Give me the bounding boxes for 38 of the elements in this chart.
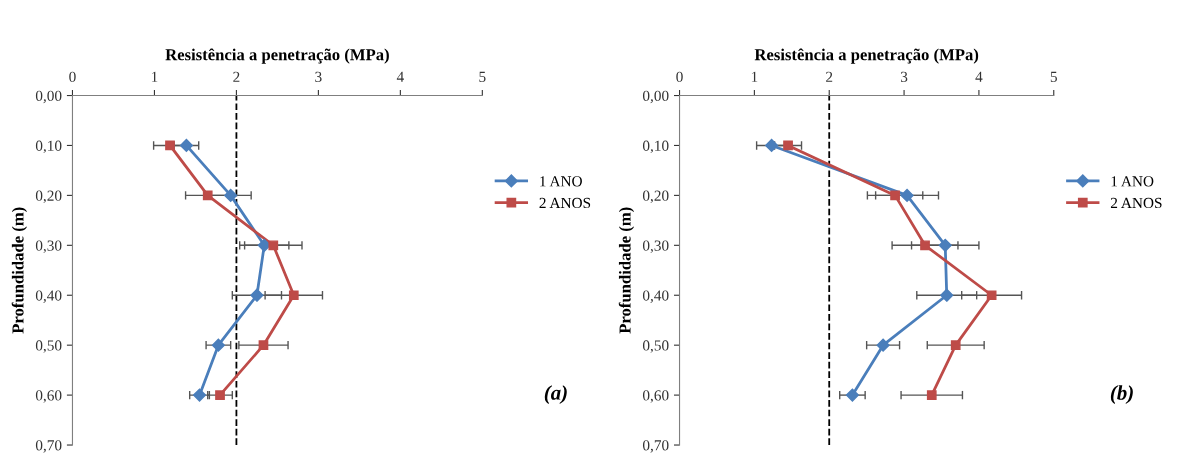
x-tick-label: 1 xyxy=(151,71,158,82)
x-tick-label: 4 xyxy=(975,71,983,82)
y-axis-title: Profundidade (m) xyxy=(11,207,27,334)
y-tick-label: 0,20 xyxy=(35,190,62,204)
x-tick-label: 0 xyxy=(676,71,683,83)
y-tick-label: 0,30 xyxy=(35,240,62,253)
x-tick-label: 3 xyxy=(900,71,908,83)
text: (a) xyxy=(544,385,567,405)
y-tick-label: 0,30 xyxy=(642,240,669,253)
x-tick-label: 2 xyxy=(826,71,833,82)
legend-label: 1 ANO xyxy=(1111,176,1154,187)
y-tick-label: 0,60 xyxy=(642,390,669,403)
y-tick-label: 0,20 xyxy=(642,190,669,204)
legend-label: 2 ANOS xyxy=(539,197,591,209)
x-tick-label: 1 xyxy=(751,71,758,82)
y-tick-label: 0,00 xyxy=(642,90,669,104)
y-tick-label: 0,00 xyxy=(35,90,62,104)
y-tick-label: 0,50 xyxy=(35,340,62,353)
legend-label: 2 ANOS xyxy=(1110,197,1162,209)
y-tick-label: 0,60 xyxy=(35,390,62,403)
y-tick-label: 0,50 xyxy=(642,340,669,353)
legend-label: 1 ANO xyxy=(540,176,582,187)
y-tick-label: 0,70 xyxy=(642,440,669,453)
y-tick-label: 0,70 xyxy=(35,440,62,453)
y-tick-label: 0,40 xyxy=(35,290,62,303)
x-tick-label: 4 xyxy=(396,71,404,82)
y-tick-label: 0,10 xyxy=(642,140,669,154)
x-tick-label: 3 xyxy=(315,71,322,83)
x-tick-label: 5 xyxy=(479,71,486,83)
x-tick-label: 5 xyxy=(1050,71,1057,83)
y-axis-title: Profundidade (m) xyxy=(618,207,635,334)
x-axis-title: Resistência a penetração (MPa) xyxy=(165,48,389,64)
y-tick-label: 0,40 xyxy=(642,290,669,303)
x-tick-label: 2 xyxy=(233,71,240,82)
y-tick-label: 0,10 xyxy=(35,140,62,154)
text: (b) xyxy=(1110,385,1133,405)
x-tick-label: 0 xyxy=(69,71,76,83)
x-axis-title: Resistência a penetração (MPa) xyxy=(754,48,979,64)
